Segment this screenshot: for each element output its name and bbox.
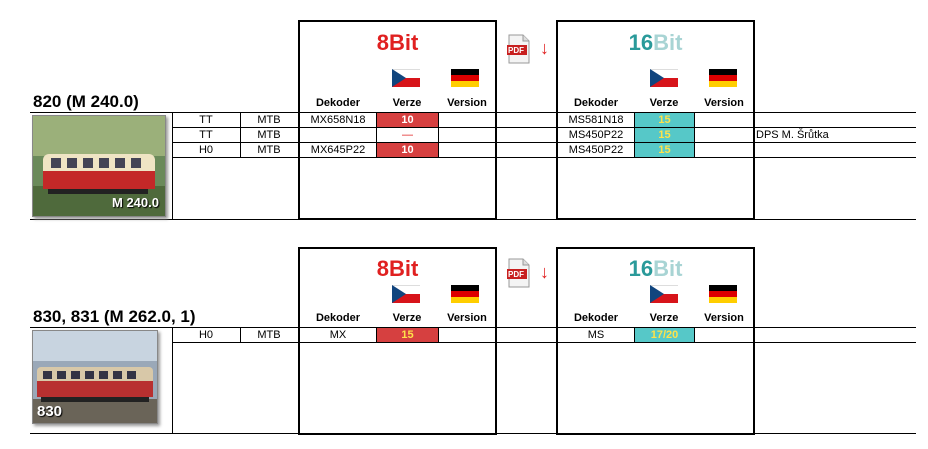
cell-scale: TT — [199, 114, 213, 126]
label-16bit: 16Bit — [628, 256, 683, 281]
cell-decoder-8bit: MX — [329, 329, 347, 341]
col-line — [694, 327, 695, 343]
col-line — [634, 327, 635, 343]
german-flag-icon — [709, 69, 737, 87]
cell-type: MTB — [257, 129, 281, 141]
cell-decoder-8bit: MX645P22 — [310, 144, 366, 156]
cell-type: MTB — [257, 114, 281, 126]
cell-version-16bit: 15 — [635, 143, 694, 157]
label-16bit: 16Bit — [628, 30, 683, 55]
header-version: Version — [447, 312, 487, 324]
col-line — [172, 327, 173, 433]
table-bottom-line — [30, 219, 916, 220]
header-verze: Verze — [649, 97, 679, 109]
czech-flag-icon — [650, 285, 678, 303]
table-bottom-line — [30, 433, 916, 434]
header-verze: Verze — [649, 312, 679, 324]
czech-flag-icon — [650, 69, 678, 87]
cell-scale: H0 — [198, 329, 214, 341]
header-dekoder: Dekoder — [573, 97, 619, 109]
label-8bit: 8Bit — [376, 30, 419, 55]
cell-note: DPS M. Šrůtka — [756, 129, 829, 141]
german-flag-icon — [451, 285, 479, 303]
german-flag-icon — [709, 285, 737, 303]
cell-version-16bit: 15 — [635, 128, 694, 142]
cell-decoder-16bit: MS581N18 — [568, 114, 624, 126]
cell-version-8bit: — — [402, 129, 413, 141]
cell-version-8bit: 10 — [377, 143, 438, 157]
german-flag-icon — [451, 69, 479, 87]
pdf-icon[interactable]: PDF — [507, 34, 531, 64]
label-8bit: 8Bit — [376, 256, 419, 281]
col-line — [634, 112, 635, 158]
cell-scale: H0 — [198, 144, 214, 156]
col-line — [172, 112, 173, 219]
col-line — [694, 112, 695, 158]
download-arrow-icon[interactable]: ↓ — [540, 262, 549, 282]
pdf-icon[interactable]: PDF — [507, 258, 531, 288]
czech-flag-icon — [392, 69, 420, 87]
header-version: Version — [704, 97, 744, 109]
cell-decoder-16bit: MS — [587, 329, 605, 341]
col-line — [754, 112, 755, 158]
cell-version-16bit: 17/20 — [635, 328, 694, 342]
cell-type: MTB — [257, 144, 281, 156]
cell-type: MTB — [257, 329, 281, 341]
section-title: 820 (M 240.0) — [33, 92, 139, 111]
table-row: H0 MTB MX645P22 10 MS450P22 15 — [172, 143, 916, 158]
header-version: Version — [447, 97, 487, 109]
table-row: TT MTB — MS450P22 15 DPS M. Šrůtka — [172, 128, 916, 143]
col-line — [240, 112, 241, 158]
header-version: Version — [704, 312, 744, 324]
cell-scale: TT — [199, 129, 213, 141]
table-row: TT MTB MX658N18 10 MS581N18 15 — [172, 113, 916, 128]
col-line — [754, 327, 755, 343]
col-line — [438, 327, 439, 343]
decoder-8bit-box — [298, 247, 497, 435]
photo-label: M 240.0 — [112, 195, 159, 210]
cell-decoder-16bit: MS450P22 — [568, 129, 624, 141]
section-title: 830, 831 (M 262.0, 1) — [33, 307, 196, 326]
header-dekoder: Dekoder — [315, 312, 361, 324]
col-line — [240, 327, 241, 343]
header-dekoder: Dekoder — [315, 97, 361, 109]
cell-decoder-16bit: MS450P22 — [568, 144, 624, 156]
cell-version-8bit: 15 — [377, 328, 438, 342]
table-top-line — [30, 112, 916, 113]
locomotive-photo: M 240.0 — [32, 115, 166, 217]
cell-decoder-8bit: MX658N18 — [310, 114, 366, 126]
locomotive-photo: 830 — [32, 330, 158, 424]
header-verze: Verze — [392, 97, 422, 109]
download-arrow-icon[interactable]: ↓ — [540, 38, 549, 58]
photo-label: 830 — [37, 403, 63, 420]
cell-version-8bit: 10 — [377, 113, 438, 127]
header-verze: Verze — [392, 312, 422, 324]
table-top-line — [30, 327, 916, 328]
czech-flag-icon — [392, 285, 420, 303]
col-line — [376, 327, 377, 343]
cell-version-16bit: 15 — [635, 113, 694, 127]
col-line — [438, 112, 439, 158]
locomotive-section-820: 820 (M 240.0) 8Bit Dekoder Verze Version… — [30, 20, 916, 220]
col-line — [376, 112, 377, 158]
cell-note — [756, 328, 916, 342]
header-dekoder: Dekoder — [573, 312, 619, 324]
table-row: H0 MTB MX 15 MS 17/20 — [172, 328, 916, 343]
